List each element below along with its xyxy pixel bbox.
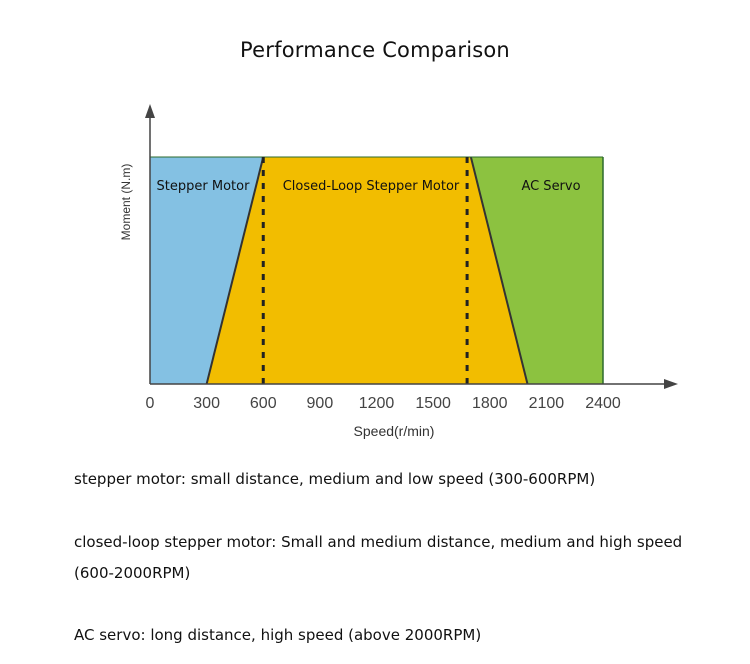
region-label: AC Servo: [521, 179, 580, 194]
description-stepper: stepper motor: small distance, medium an…: [74, 470, 596, 488]
region-1: [206, 157, 528, 384]
x-axis-arrow: [664, 379, 678, 389]
y-axis-arrow: [145, 104, 155, 118]
chart-region-labels: Stepper Motor Closed-Loop Stepper Motor AC…: [157, 179, 581, 194]
chart-regions: [150, 156, 604, 385]
chart-tick-labels: 0 300 600 900 1200 1500 1800 2100 2400: [146, 395, 621, 412]
x-axis-label: Speed(r/min): [354, 423, 435, 439]
region-2: [470, 157, 603, 384]
y-axis-label: Moment (N.m): [119, 164, 133, 241]
x-tick-label: 0: [146, 395, 155, 412]
boundary-closedloop-servo: [469, 156, 529, 385]
x-tick-label: 1500: [415, 395, 451, 412]
page-title: Performance Comparison: [240, 38, 510, 62]
description-ac-servo: AC servo: long distance, high speed (abo…: [74, 626, 482, 644]
region-label: Closed-Loop Stepper Motor: [283, 179, 460, 194]
chart-axes: [145, 104, 678, 389]
performance-chart: 0 300 600 900 1200 1500 1800 2100 2400 Stepper M…: [119, 104, 678, 439]
x-tick-label: 2100: [529, 395, 565, 412]
description-closed-loop: closed-loop stepper motor: Small and med…: [74, 533, 683, 582]
x-tick-label: 2400: [585, 395, 621, 412]
x-tick-label: 600: [250, 395, 277, 412]
boundary-stepper-closedloop: [205, 156, 265, 385]
x-tick-label: 900: [307, 395, 334, 412]
x-tick-label: 1200: [359, 395, 395, 412]
region-0: [150, 157, 264, 384]
region-label: Stepper Motor: [157, 179, 251, 194]
x-tick-label: 1800: [472, 395, 508, 412]
x-tick-label: 300: [193, 395, 220, 412]
